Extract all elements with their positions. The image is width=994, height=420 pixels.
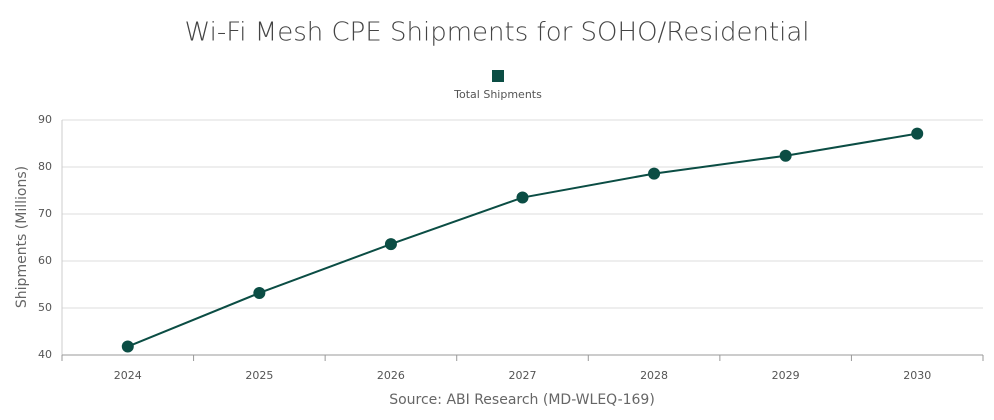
data-point (911, 127, 924, 140)
x-tick-label: 2030 (903, 369, 931, 382)
y-tick-label: 70 (38, 207, 52, 220)
data-point (779, 149, 792, 162)
x-tick-label: 2027 (509, 369, 537, 382)
x-tick-label: 2024 (114, 369, 142, 382)
data-point (648, 167, 661, 180)
data-point (121, 340, 134, 353)
x-tick-label: 2028 (640, 369, 668, 382)
source-note: Source: ABI Research (MD-WLEQ-169) (389, 392, 655, 408)
series-line (127, 132, 918, 348)
y-tick-label: 60 (38, 254, 52, 267)
legend-label: Total Shipments (453, 88, 542, 101)
y-tick-label: 40 (38, 348, 52, 361)
x-tick-label: 2029 (772, 369, 800, 382)
y-axis-label: Shipments (Millions) (14, 166, 30, 308)
data-point (516, 191, 529, 204)
legend-swatch (492, 70, 504, 82)
y-tick-label: 90 (38, 113, 52, 126)
data-point (384, 238, 397, 251)
data-point (253, 286, 266, 299)
x-tick-label: 2025 (245, 369, 273, 382)
y-tick-label: 80 (38, 160, 52, 173)
chart-title: Wi-Fi Mesh CPE Shipments for SOHO/Reside… (184, 18, 809, 48)
x-tick-label: 2026 (377, 369, 405, 382)
y-tick-label: 50 (38, 301, 52, 314)
